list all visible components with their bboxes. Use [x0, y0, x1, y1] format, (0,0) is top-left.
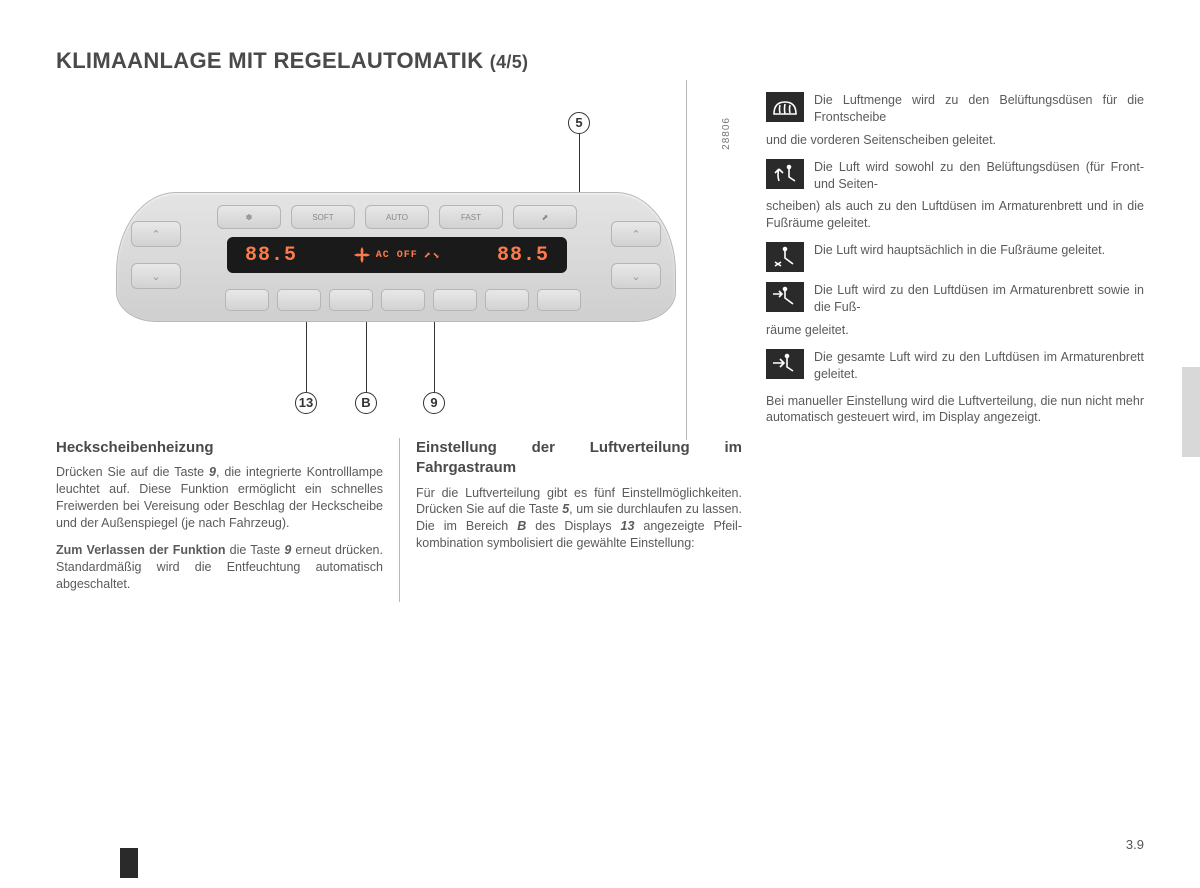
vertical-divider: [686, 80, 687, 440]
dist-text-5: Die gesamte Luft wird zu den Luft­düsen …: [814, 349, 1144, 383]
dist-cont-2: scheiben) als auch zu den Luftdüsen im A…: [766, 198, 1144, 232]
dist-row-1: Die Luftmenge wird zu den Belüf­tungsdüs…: [766, 92, 1144, 126]
callout-9: 9: [423, 392, 445, 414]
panel-bot-btn-1[interactable]: [225, 289, 269, 311]
column-left: Heckscheibenheizung Drücken Sie auf die …: [56, 438, 399, 602]
face-feet-icon: [766, 282, 804, 312]
temp-left-down[interactable]: ⌄: [131, 263, 181, 289]
temp-right-down[interactable]: ⌄: [611, 263, 661, 289]
panel-bot-btn-3[interactable]: [329, 289, 373, 311]
dist-row-2: Die Luft wird sowohl zu den Belüf­tungsd…: [766, 159, 1144, 193]
climate-panel-diagram: 28806 5 12 13 B 9 ⌃ ⌄ ⌃ ⌄ ✽ SOFT AUT: [56, 92, 742, 432]
left-p2: Zum Verlassen der Funktion die Taste 9 e…: [56, 542, 383, 593]
display-mid: AC OFF ⬈⬊: [354, 247, 440, 263]
photo-ref-label: 28806: [721, 117, 732, 150]
page-title: KLIMAANLAGE MIT REGELAUTOMATIK (4/5): [56, 48, 1144, 74]
heading-luftverteilung: Einstellung der Luftverteilung im Fahrga…: [416, 438, 742, 479]
panel-top-btn-5[interactable]: ⬈: [513, 205, 577, 229]
right-p1: Für die Luftverteilung gibt es fünf Eins…: [416, 485, 742, 553]
face-icon: [766, 349, 804, 379]
panel-top-btn-1[interactable]: ✽: [217, 205, 281, 229]
panel-bot-btn-7[interactable]: [537, 289, 581, 311]
panel-bot-btn-4[interactable]: [381, 289, 425, 311]
callout-b: B: [355, 392, 377, 414]
fan-icon: [354, 247, 370, 263]
content-area: 28806 5 12 13 B 9 ⌃ ⌄ ⌃ ⌄ ✽ SOFT AUT: [56, 92, 1144, 602]
temp-left-up[interactable]: ⌃: [131, 221, 181, 247]
feet-icon: [766, 242, 804, 272]
dist-cont-4: räume geleitet.: [766, 322, 1144, 339]
left-p1: Drücken Sie auf die Taste 9, die integri…: [56, 464, 383, 532]
panel-top-btn-fast[interactable]: FAST: [439, 205, 503, 229]
defrost-feet-icon: [766, 159, 804, 189]
heading-heckscheibe: Heckscheibenheizung: [56, 438, 383, 458]
page-tab: [1182, 367, 1200, 457]
panel-bot-btn-6[interactable]: [485, 289, 529, 311]
callout-5: 5: [568, 112, 590, 134]
column-right: Einstellung der Luftverteilung im Fahrga…: [399, 438, 742, 602]
page-number: 3.9: [1126, 837, 1144, 852]
dist-row-5: Die gesamte Luft wird zu den Luft­düsen …: [766, 349, 1144, 383]
dist-text-2: Die Luft wird sowohl zu den Belüf­tungsd…: [814, 159, 1144, 193]
panel-bot-btn-5[interactable]: [433, 289, 477, 311]
panel-bot-btn-2[interactable]: [277, 289, 321, 311]
dist-row-4: Die Luft wird zu den Luftdüsen im Armatu…: [766, 282, 1144, 316]
callout-13: 13: [295, 392, 317, 414]
dist-text-1: Die Luftmenge wird zu den Belüf­tungsdüs…: [814, 92, 1144, 126]
title-sub: (4/5): [490, 52, 529, 72]
display-acoff: AC OFF: [376, 250, 418, 261]
panel-top-btn-auto[interactable]: AUTO: [365, 205, 429, 229]
dist-text-4: Die Luft wird zu den Luftdüsen im Armatu…: [814, 282, 1144, 316]
two-column-text: Heckscheibenheizung Drücken Sie auf die …: [56, 438, 742, 602]
dist-row-3: Die Luft wird hauptsächlich in die Fußrä…: [766, 242, 1144, 272]
climate-panel: ⌃ ⌄ ⌃ ⌄ ✽ SOFT AUTO FAST ⬈ 88.5: [116, 192, 676, 322]
dist-text-3: Die Luft wird hauptsächlich in die Fußrä…: [814, 242, 1105, 272]
display-temp-left: 88.5: [245, 244, 297, 267]
left-block: 28806 5 12 13 B 9 ⌃ ⌄ ⌃ ⌄ ✽ SOFT AUT: [56, 92, 742, 602]
temp-right-up[interactable]: ⌃: [611, 221, 661, 247]
display-arrows-icon: ⬈⬊: [424, 248, 440, 263]
footer-mark: [120, 848, 138, 878]
dist-cont-1: und die vorderen Seitenscheiben geleitet…: [766, 132, 1144, 149]
defrost-icon: [766, 92, 804, 122]
panel-display: 88.5 AC OFF ⬈⬊ 88.5: [227, 237, 567, 273]
panel-top-btn-soft[interactable]: SOFT: [291, 205, 355, 229]
title-main: KLIMAANLAGE MIT REGELAUTOMATIK: [56, 48, 490, 73]
right-block: Die Luftmenge wird zu den Belüf­tungsdüs…: [742, 92, 1144, 602]
right-closing-para: Bei manueller Einstellung wird die Luftv…: [766, 393, 1144, 427]
display-temp-right: 88.5: [497, 244, 549, 267]
